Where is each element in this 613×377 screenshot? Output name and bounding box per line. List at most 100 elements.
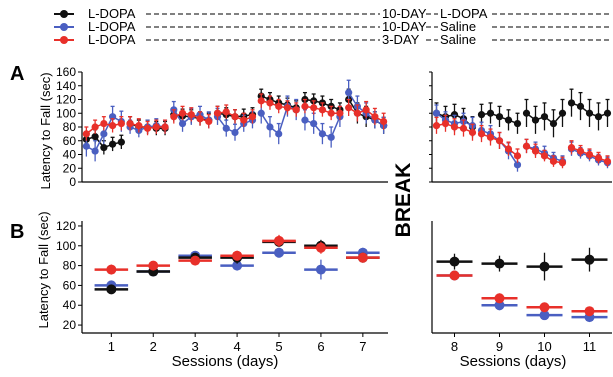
data-point [91, 123, 99, 131]
x-tick-label: 8 [451, 339, 458, 354]
x-tick-label: 4 [233, 339, 240, 354]
x-tick-label: 2 [150, 339, 157, 354]
x-tick-label: 6 [317, 339, 324, 354]
x-axis-label-left: Sessions (days) [172, 353, 279, 370]
data-point [345, 89, 353, 97]
data-point [540, 152, 549, 160]
data-point [468, 128, 477, 137]
data-point [178, 119, 187, 128]
data-point [380, 117, 388, 126]
data-point [257, 109, 265, 117]
data-point [585, 109, 594, 117]
data-point [522, 142, 531, 150]
data-point [100, 119, 108, 128]
data-point [576, 102, 585, 110]
data-point [432, 109, 441, 117]
data-point [327, 133, 335, 141]
data-point [190, 255, 201, 266]
data-point [539, 302, 550, 313]
data-point [449, 256, 460, 267]
legend-label-mid: 10-DAY [382, 19, 427, 34]
data-point [327, 109, 335, 117]
x-tick-label: 11 [583, 339, 597, 354]
data-point [266, 123, 274, 131]
data-point [495, 113, 504, 121]
legend-label-right: L-DOPA [440, 6, 488, 21]
plot-a-right [429, 71, 612, 183]
data-point [315, 264, 326, 275]
data-point [558, 159, 567, 167]
x-tick-label: 9 [496, 339, 503, 354]
data-point [187, 111, 195, 119]
data-point [504, 145, 513, 153]
data-point [205, 117, 213, 126]
legend-label-left: L-DOPA [88, 32, 136, 47]
y-tick-label: 20 [63, 161, 77, 175]
y-tick-label: 60 [63, 134, 77, 148]
data-point [231, 128, 239, 137]
data-point [585, 150, 594, 159]
data-point [275, 130, 283, 138]
data-point [222, 124, 230, 132]
data-point [513, 152, 522, 160]
y-tick-label: 120 [56, 93, 76, 107]
data-point [362, 106, 370, 114]
data-point [441, 119, 450, 128]
data-point [594, 113, 603, 121]
y-tick-label: 160 [56, 65, 76, 79]
data-point [275, 102, 283, 110]
data-point [318, 130, 327, 138]
data-point [494, 293, 505, 304]
data-point [549, 157, 558, 165]
data-point [459, 124, 468, 132]
data-point [274, 235, 285, 246]
data-point [450, 111, 459, 119]
break-label: BREAK [392, 163, 415, 238]
x-tick-label: 10 [537, 339, 551, 354]
data-point [161, 123, 169, 131]
y-axis-label-b: Latency to Fall (sec) [36, 211, 51, 328]
data-point [274, 247, 285, 258]
y-axis-label-a: Latency to Fall (sec) [38, 72, 53, 189]
y-tick-label: 60 [63, 278, 77, 292]
data-point [603, 157, 612, 165]
data-point [567, 144, 576, 152]
data-point [100, 144, 108, 152]
x-tick-label: 1 [108, 339, 115, 354]
panel-a-letter: A [10, 63, 24, 85]
legend-label-left: L-DOPA [88, 19, 136, 34]
y-tick-label: 0 [69, 175, 76, 189]
x-tick-label: 3 [192, 339, 199, 354]
data-point [477, 111, 486, 119]
y-tick-label: 140 [56, 79, 76, 93]
data-point [539, 261, 550, 272]
data-point [336, 109, 344, 117]
data-point [292, 106, 300, 114]
data-point [106, 264, 117, 275]
data-point [315, 242, 326, 253]
legend-label-mid: 10-DAY [382, 6, 427, 21]
y-tick-label: 40 [63, 148, 77, 162]
data-point [558, 109, 567, 117]
data-point [432, 122, 441, 130]
data-point [152, 123, 160, 131]
data-point [486, 133, 495, 141]
data-point [495, 137, 504, 145]
legend-marker [60, 10, 68, 18]
data-point [494, 300, 505, 311]
data-point [594, 154, 603, 162]
data-point [531, 116, 540, 124]
data-point [603, 109, 612, 117]
data-point [82, 142, 90, 150]
data-point [522, 109, 531, 117]
data-point [117, 138, 125, 146]
data-point [91, 147, 99, 155]
y-tick-label: 80 [63, 120, 77, 134]
data-point [301, 116, 309, 124]
panel-b-letter: B [10, 221, 24, 243]
legend-marker [60, 23, 68, 31]
x-tick-label: 5 [275, 339, 282, 354]
data-point [540, 113, 549, 121]
data-point [584, 254, 595, 265]
data-point [353, 109, 361, 117]
